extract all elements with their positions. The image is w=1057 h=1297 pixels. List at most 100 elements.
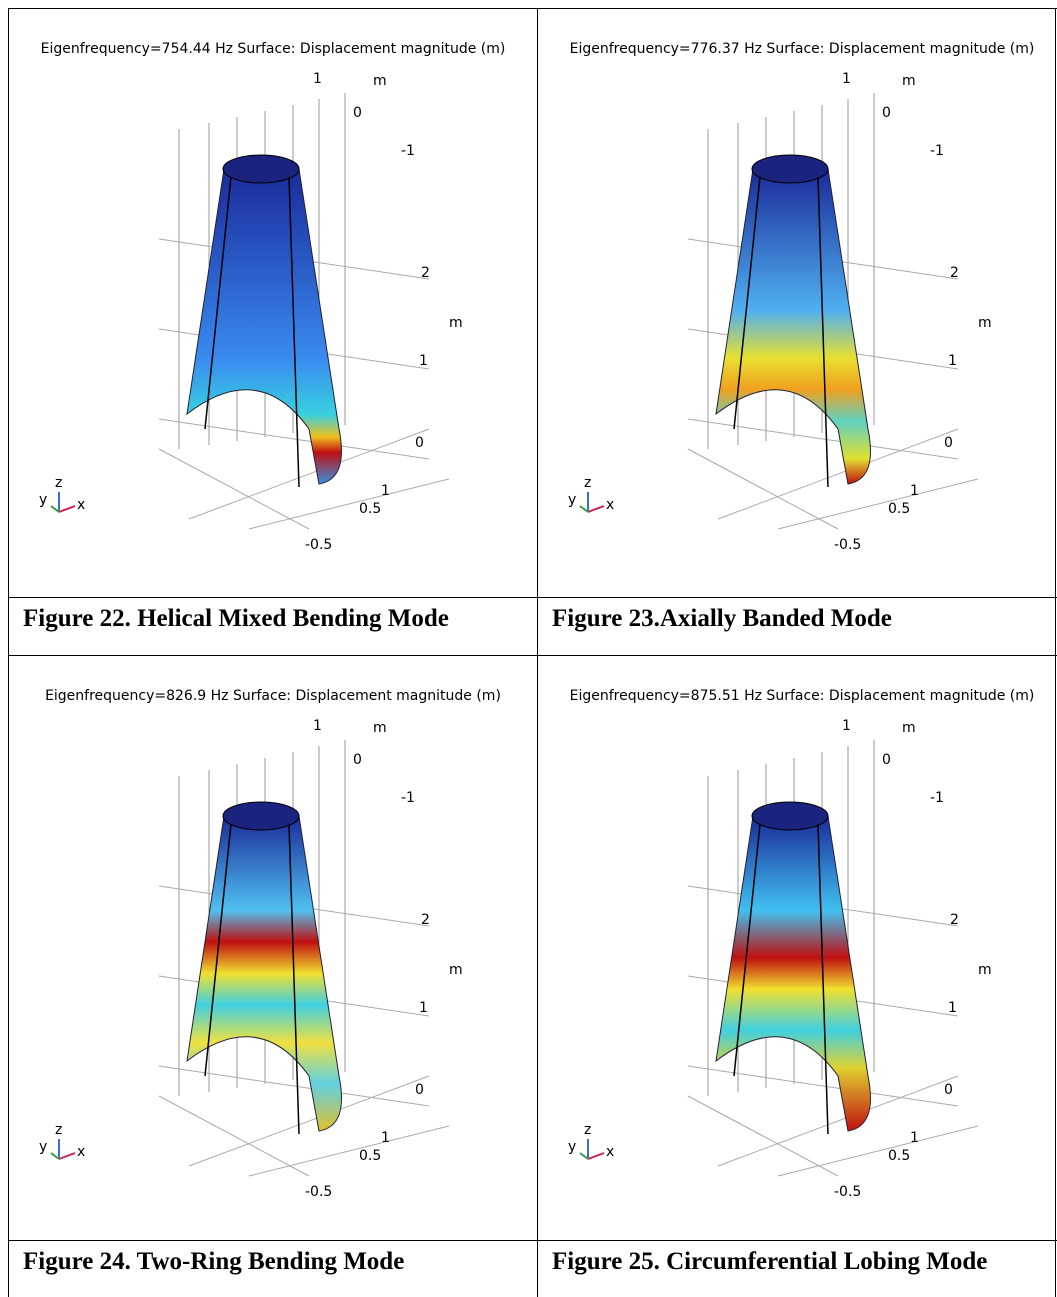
axis-label: m <box>902 720 916 736</box>
figure-image: Eigenfrequency=754.44 Hz Surface: Displa… <box>9 9 537 597</box>
triad-label: x <box>77 1144 85 1160</box>
grid-line <box>688 419 958 459</box>
caption: Figure 24. Two-Ring Bending Mode <box>9 1241 537 1283</box>
axis-label: m <box>978 962 992 978</box>
plot-title: Eigenfrequency=826.9 Hz Surface: Displac… <box>45 688 501 704</box>
grid-line <box>688 1096 838 1176</box>
axis-label: m <box>373 720 387 736</box>
axis-label: 1 <box>910 1130 919 1146</box>
axis-label: 1 <box>842 718 851 734</box>
shell-top <box>223 155 299 183</box>
axis-label: 0 <box>415 1082 424 1098</box>
figure-cell: Eigenfrequency=754.44 Hz Surface: Displa… <box>9 9 537 597</box>
shell-top <box>752 155 828 183</box>
axis-label: -0.5 <box>305 537 332 553</box>
shell-top <box>752 802 828 830</box>
figure-cell: Eigenfrequency=776.37 Hz Surface: Displa… <box>538 9 1057 597</box>
axis-label: 0 <box>944 435 953 451</box>
grid-line <box>159 419 429 459</box>
triad-label: x <box>606 1144 614 1160</box>
axis-label: m <box>902 73 916 89</box>
axis-label: m <box>449 315 463 331</box>
triad-label: y <box>39 1139 47 1155</box>
axis-label: 0 <box>353 752 362 768</box>
triad-x <box>588 1153 604 1159</box>
triad-label: z <box>55 1122 62 1138</box>
figure-image: Eigenfrequency=776.37 Hz Surface: Displa… <box>538 9 1057 597</box>
triad-y <box>51 506 59 512</box>
shell-surface <box>187 169 342 484</box>
axis-label: 1 <box>948 353 957 369</box>
grid-line <box>189 429 429 519</box>
axis-label: -0.5 <box>834 1184 861 1200</box>
triad-x <box>59 506 75 512</box>
shell-surface <box>716 169 871 484</box>
grid-line <box>249 479 449 529</box>
grid-line <box>159 1096 309 1176</box>
axis-label: 0 <box>415 435 424 451</box>
triad-y <box>580 1153 588 1159</box>
grid-line <box>189 1076 429 1166</box>
plot-title: Eigenfrequency=875.51 Hz Surface: Displa… <box>570 688 1035 704</box>
triad-label: x <box>606 497 614 513</box>
axis-label: 1 <box>842 71 851 87</box>
axis-label: 2 <box>421 265 430 281</box>
triad-y <box>580 506 588 512</box>
axis-label: 0 <box>353 105 362 121</box>
shell-surface <box>187 816 342 1131</box>
axis-label: 1 <box>381 483 390 499</box>
axis-label: m <box>449 962 463 978</box>
triad-label: z <box>584 475 591 491</box>
axis-label: 1 <box>381 1130 390 1146</box>
axis-label: 0.5 <box>888 501 910 517</box>
grid-line <box>718 1076 958 1166</box>
axis-label: 1 <box>910 483 919 499</box>
axis-label: -1 <box>930 143 944 159</box>
axis-label: 0 <box>882 105 891 121</box>
axis-label: 0 <box>882 752 891 768</box>
axis-label: 1 <box>313 718 322 734</box>
grid-line <box>718 429 958 519</box>
shell-top <box>223 802 299 830</box>
caption: Figure 23.Axially Banded Mode <box>538 598 1057 640</box>
axis-label: 1 <box>313 71 322 87</box>
axis-label: -0.5 <box>305 1184 332 1200</box>
axis-label: -0.5 <box>834 537 861 553</box>
plot-title: Eigenfrequency=776.37 Hz Surface: Displa… <box>570 41 1035 57</box>
plot-title: Eigenfrequency=754.44 Hz Surface: Displa… <box>41 41 506 57</box>
axis-label: 2 <box>950 265 959 281</box>
axis-label: -1 <box>401 790 415 806</box>
triad-x <box>588 506 604 512</box>
figure-image: Eigenfrequency=875.51 Hz Surface: Displa… <box>538 656 1057 1240</box>
axis-label: 2 <box>950 912 959 928</box>
axis-label: 2 <box>421 912 430 928</box>
axis-label: 0.5 <box>359 501 381 517</box>
figure-cell: Eigenfrequency=875.51 Hz Surface: Displa… <box>538 656 1057 1240</box>
axis-label: 1 <box>419 353 428 369</box>
axis-label: m <box>373 73 387 89</box>
axis-label: 0.5 <box>359 1148 381 1164</box>
caption: Figure 25. Circumferential Lobing Mode <box>538 1241 1054 1283</box>
grid-line <box>778 479 978 529</box>
axis-label: 1 <box>419 1000 428 1016</box>
grid-line <box>249 1126 449 1176</box>
figure-image: Eigenfrequency=826.9 Hz Surface: Displac… <box>9 656 537 1240</box>
triad-label: y <box>568 1139 576 1155</box>
triad-label: z <box>55 475 62 491</box>
triad-label: y <box>568 492 576 508</box>
triad-y <box>51 1153 59 1159</box>
grid-line <box>778 1126 978 1176</box>
grid-line <box>688 1066 958 1106</box>
grid-line <box>688 449 838 529</box>
page: Eigenfrequency=754.44 Hz Surface: Displa… <box>0 0 1057 1297</box>
grid-line <box>159 449 309 529</box>
axis-label: 0.5 <box>888 1148 910 1164</box>
axis-label: m <box>978 315 992 331</box>
grid-line <box>159 1066 429 1106</box>
shell-surface <box>716 816 871 1131</box>
triad-label: z <box>584 1122 591 1138</box>
triad-label: x <box>77 497 85 513</box>
triad-x <box>59 1153 75 1159</box>
axis-label: -1 <box>401 143 415 159</box>
axis-label: 0 <box>944 1082 953 1098</box>
